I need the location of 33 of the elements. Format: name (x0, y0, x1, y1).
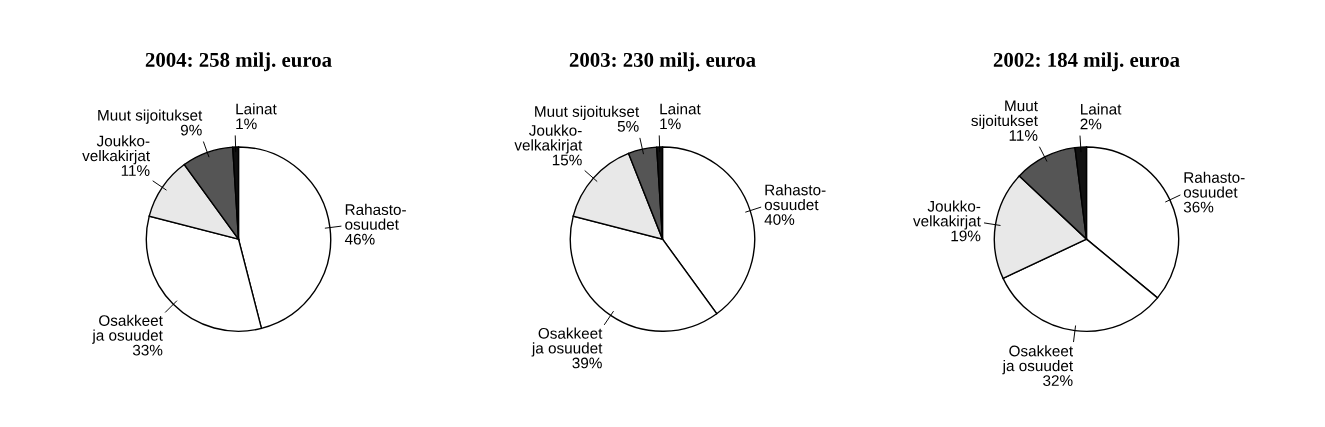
slice-label: Osakkeet ja osuudet (1002, 345, 1073, 375)
slice-label: Muut sijoitukset (971, 100, 1038, 130)
chart-title: 2003: 230 milj. euroa (569, 52, 756, 72)
slice-label: Rahasto- osuudet (345, 203, 406, 230)
data-label: 15% (552, 154, 582, 166)
data-label: 1% (660, 118, 681, 130)
data-label: 2% (1080, 118, 1102, 130)
data-label: 11% (1009, 130, 1038, 141)
data-label: 33% (132, 344, 163, 356)
chart-title: 2004: 258 milj. euroa (145, 52, 332, 72)
chart-title: 2002: 184 milj. euroa (993, 52, 1180, 72)
slice-label: Osakkeet ja osuudet (531, 327, 603, 357)
slice-label: Lainat (660, 103, 701, 115)
slice-label: Osakkeet ja osuudet (92, 314, 163, 344)
data-label: 40% (764, 214, 795, 225)
data-label: 19% (951, 230, 981, 242)
slice-label: Muut sijoitukset (535, 105, 640, 120)
slice-label: Joukko- velkakirjat (913, 200, 981, 230)
data-label: 46% (344, 233, 375, 245)
slice-label: Lainat (236, 103, 277, 115)
data-label: 9% (180, 124, 202, 136)
data-label: 39% (572, 357, 602, 369)
slice-label: Rahasto- osuudet (764, 184, 826, 211)
data-label: 11% (121, 165, 150, 176)
slice-label: Lainat (1081, 103, 1122, 115)
slice-label: Joukko- velkakirjat (514, 124, 583, 154)
data-label: 1% (236, 118, 257, 130)
data-label: 36% (1183, 201, 1214, 213)
slice-label: Rahasto- osuudet (1183, 171, 1245, 198)
slice-label: Muut sijoitukset (98, 109, 203, 124)
slice-label: Joukko- velkakirjat (82, 135, 150, 165)
data-label: 5% (617, 121, 639, 132)
data-label: 32% (1043, 375, 1073, 387)
